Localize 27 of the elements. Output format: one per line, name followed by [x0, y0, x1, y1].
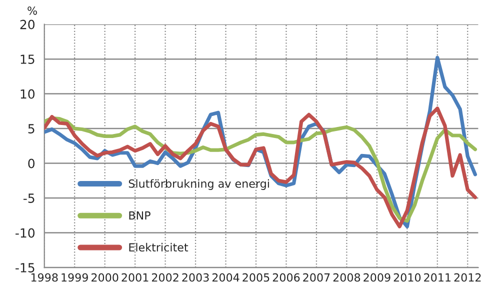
- x-tick-label: 2008: [333, 273, 360, 282]
- x-tick-label: 2005: [242, 273, 270, 282]
- x-tick-label: 2000: [92, 273, 118, 282]
- y-tick-label: -5: [23, 194, 34, 203]
- y-tick-label: 15: [20, 54, 34, 64]
- x-tick-label: 2011: [424, 273, 451, 282]
- x-tick-label: 1999: [62, 273, 88, 282]
- x-tick-label: 2004: [212, 273, 240, 282]
- x-tick-label: 2001: [122, 273, 148, 282]
- y-tick-label: 0: [28, 158, 35, 168]
- x-tick-label: 2009: [364, 273, 390, 282]
- x-tick-label: 2012: [454, 273, 481, 282]
- x-tick-label: 2006: [272, 273, 300, 282]
- y-tick-label: -15: [16, 263, 34, 272]
- x-tick-label: 1998: [31, 273, 58, 282]
- x-tick-label: 2002: [152, 273, 178, 282]
- y-tick-label: 5: [28, 124, 34, 134]
- legend-label: Elektricitet: [129, 242, 188, 252]
- x-tick-label: 2010: [394, 273, 421, 282]
- x-tick-label: 2007: [303, 273, 330, 282]
- y-axis-title: %: [28, 6, 37, 15]
- y-tick-label: 20: [20, 20, 35, 30]
- y-tick-label: -10: [16, 228, 35, 238]
- legend-label: BNP: [129, 211, 150, 220]
- legend-label: Slutförbrukning av energi: [128, 179, 269, 190]
- y-tick-label: 10: [20, 89, 35, 99]
- x-tick-label: 2003: [182, 273, 209, 282]
